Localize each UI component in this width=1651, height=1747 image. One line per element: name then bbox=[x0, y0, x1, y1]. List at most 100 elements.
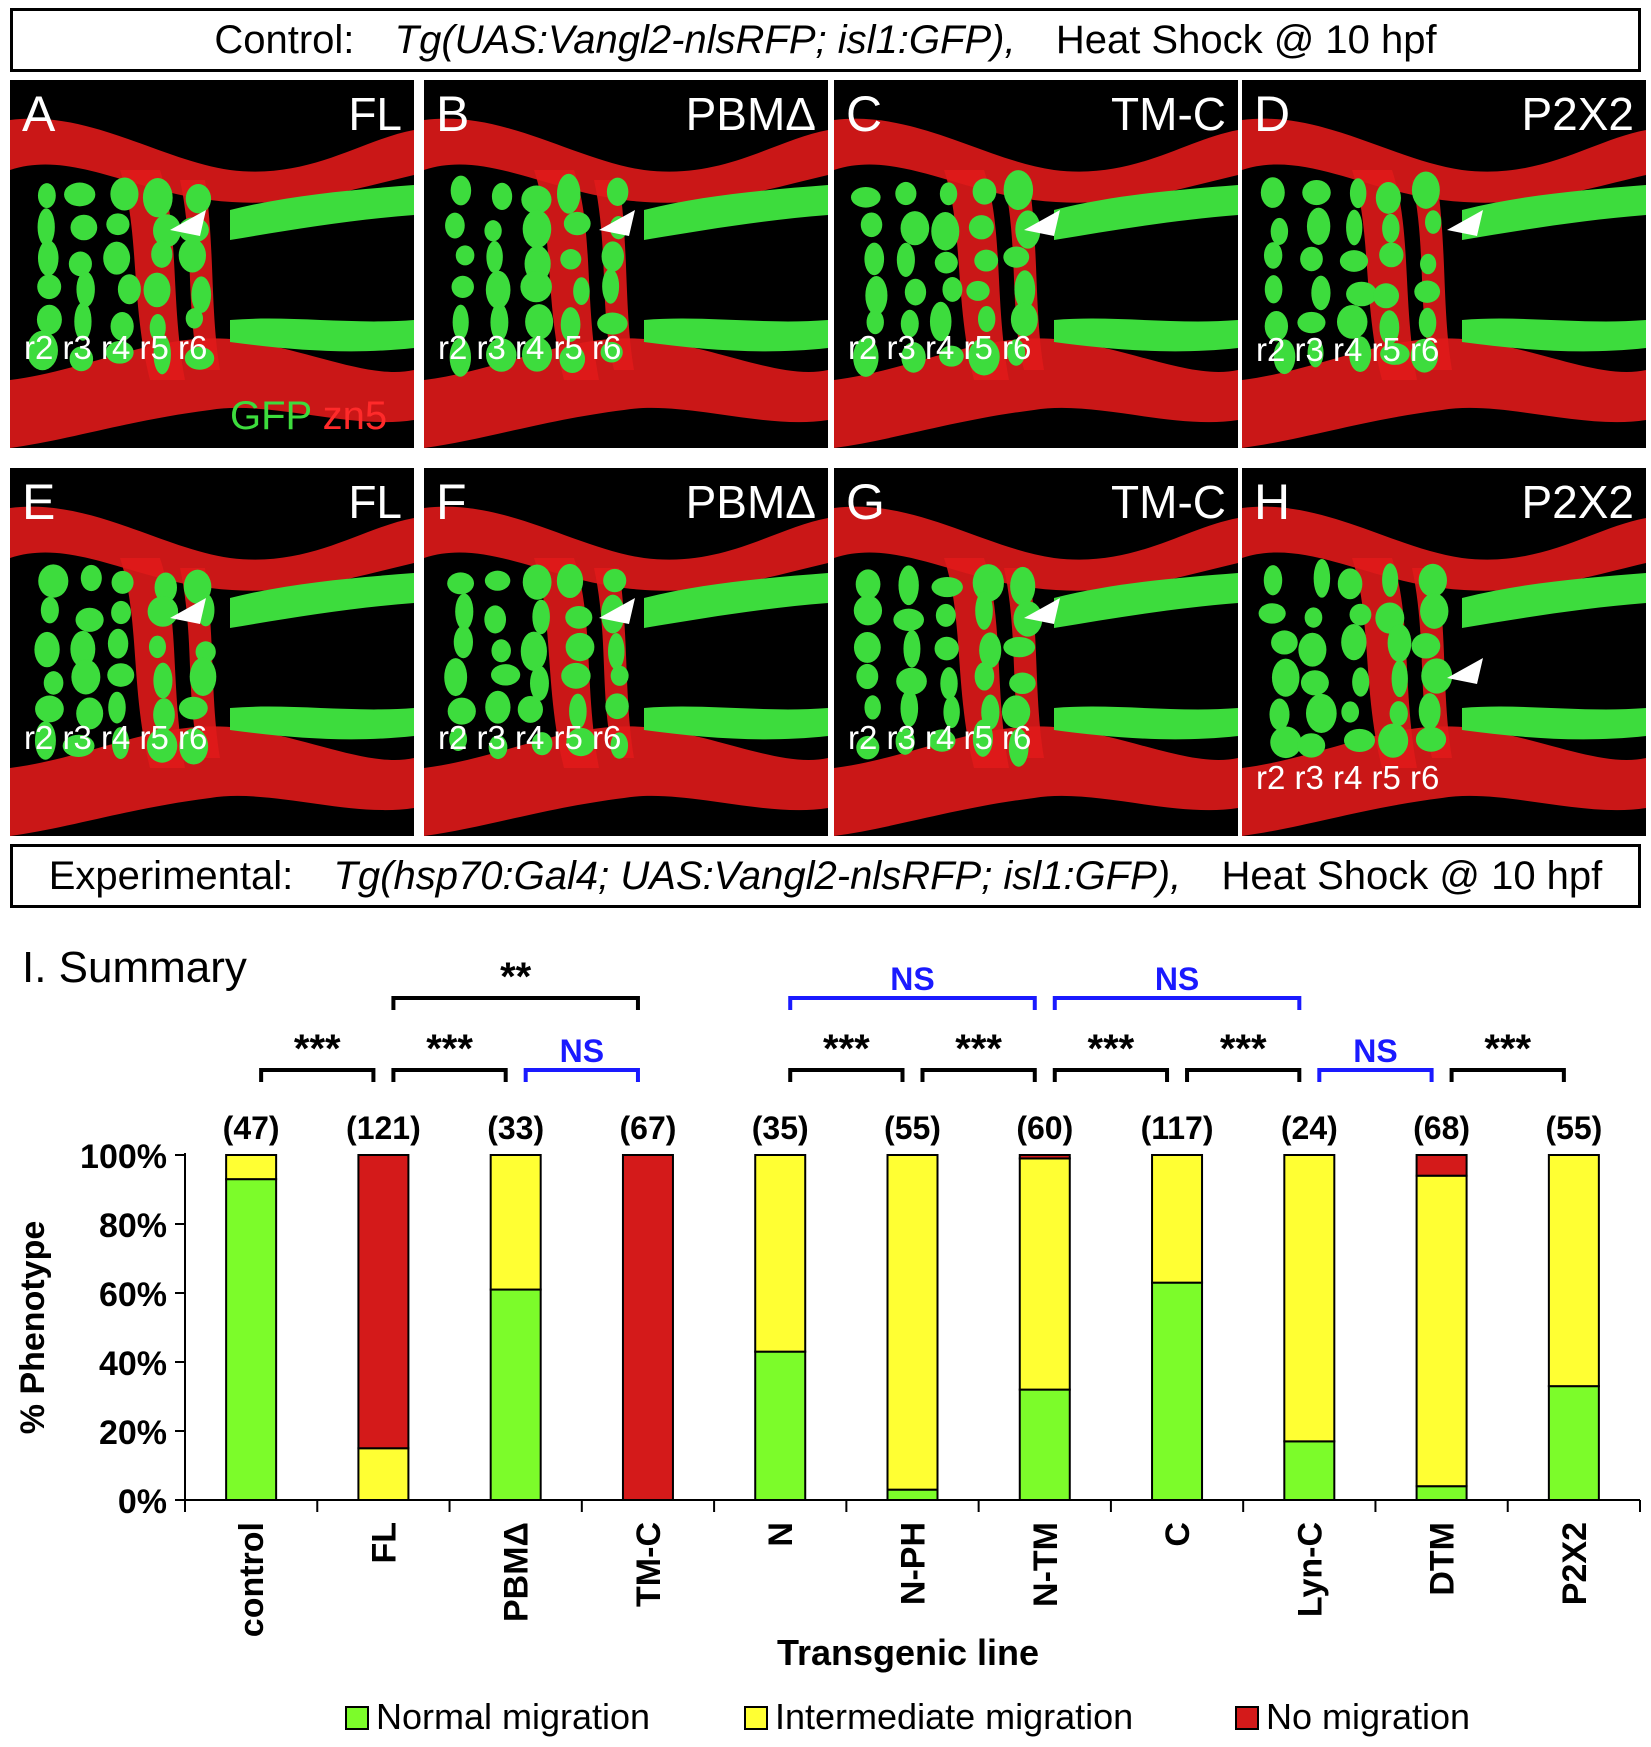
hindbrain-tissue-image bbox=[424, 118, 828, 448]
legend-swatch-none bbox=[1235, 1706, 1259, 1730]
migration-arrowhead-icon bbox=[1447, 210, 1483, 236]
panel-construct-label: FL bbox=[348, 476, 402, 528]
chart-title: I. Summary bbox=[22, 943, 247, 992]
hindbrain-tissue-image bbox=[834, 118, 1238, 448]
migration-arrowhead-icon bbox=[1024, 210, 1060, 236]
hindbrain-tissue-image bbox=[1242, 118, 1646, 448]
bar-segment-none bbox=[1018, 1154, 1071, 1160]
y-tick-label: 40% bbox=[99, 1345, 167, 1383]
hindbrain-tissue-image bbox=[10, 118, 414, 448]
bar-segment-normal bbox=[1018, 1388, 1071, 1502]
significance-bracket bbox=[1449, 1068, 1566, 1082]
bar-segment-none bbox=[621, 1154, 674, 1501]
bar-segment-intermediate bbox=[225, 1154, 278, 1181]
significance-label: NS bbox=[560, 1033, 604, 1069]
legend-label: Normal migration bbox=[376, 1696, 650, 1737]
micrograph-panel-b: B PBMΔ r2 r3 r4 r5 r6 bbox=[424, 80, 828, 448]
micrograph-panel-d: D P2X2 r2 r3 r4 r5 r6 bbox=[1242, 80, 1646, 448]
legend-swatch-normal bbox=[345, 1706, 369, 1730]
panel-letter: C bbox=[846, 86, 883, 142]
bar-segment-intermediate bbox=[1283, 1154, 1336, 1443]
micrograph-panel-h: H P2X2 r2 r3 r4 r5 r6 bbox=[1242, 468, 1646, 836]
significance-label: *** bbox=[1484, 1027, 1531, 1071]
rhombomere-labels: r2 r3 r4 r5 r6 bbox=[24, 329, 208, 366]
panel-letter: H bbox=[1254, 474, 1291, 530]
bar-segment-normal bbox=[1283, 1440, 1336, 1502]
significance-bracket bbox=[788, 996, 1037, 1010]
y-tick-label: 100% bbox=[80, 1138, 167, 1176]
panel-construct-label: FL bbox=[348, 88, 402, 140]
significance-label: *** bbox=[955, 1027, 1002, 1071]
sample-count-label: (68) bbox=[1413, 1110, 1470, 1146]
y-tick-label: 20% bbox=[99, 1414, 167, 1452]
sample-count-label: (55) bbox=[1545, 1110, 1602, 1146]
bar-segment-intermediate bbox=[357, 1447, 410, 1501]
significance-bracket bbox=[391, 996, 640, 1010]
panel-construct-label: P2X2 bbox=[1521, 88, 1634, 140]
significance-bracket bbox=[788, 1068, 905, 1082]
sample-count-label: (47) bbox=[223, 1110, 280, 1146]
bar-segment-normal bbox=[1547, 1385, 1600, 1501]
panel-letter: F bbox=[436, 474, 467, 530]
micrograph-panel-g: G TM-C r2 r3 r4 r5 r6 bbox=[834, 468, 1238, 836]
y-tick-label: 80% bbox=[99, 1207, 167, 1245]
sample-count-label: (24) bbox=[1281, 1110, 1338, 1146]
x-category-label: DTM bbox=[1424, 1522, 1462, 1596]
y-tick-label: 0% bbox=[118, 1483, 167, 1521]
sample-count-label: (117) bbox=[1141, 1110, 1214, 1146]
summary-stacked-bar-chart: I. Summary 0% 20% 40% 60% 80% 100% % Phenotype (… bbox=[14, 943, 1641, 1737]
control-genotype: Tg(UAS:Vangl2-nlsRFP; isl1:GFP), bbox=[394, 18, 1016, 62]
hindbrain-tissue-image bbox=[834, 506, 1238, 836]
x-category-label: PBMΔ bbox=[498, 1522, 536, 1622]
bar-segment-intermediate bbox=[489, 1154, 542, 1291]
significance-bracket bbox=[1052, 1068, 1170, 1082]
experimental-genotype-banner: Experimental: Tg(hsp70:Gal4; UAS:Vangl2-… bbox=[10, 844, 1641, 908]
control-genotype-banner: Control: Tg(UAS:Vangl2-nlsRFP; isl1:GFP)… bbox=[10, 8, 1641, 72]
x-category-label: TM-C bbox=[630, 1522, 668, 1607]
hindbrain-tissue-image bbox=[1242, 506, 1646, 836]
bar-segment-normal bbox=[1151, 1281, 1204, 1501]
sample-count-label: (55) bbox=[884, 1110, 941, 1146]
rhombomere-labels: r2 r3 r4 r5 r6 bbox=[1256, 331, 1440, 368]
micrograph-panel-c: C TM-C r2 r3 r4 r5 r6 bbox=[834, 80, 1238, 448]
migration-arrowhead-icon bbox=[1447, 658, 1483, 684]
x-category-label: Lyn-C bbox=[1291, 1522, 1329, 1617]
sample-count-label: (35) bbox=[752, 1110, 809, 1146]
significance-label: *** bbox=[426, 1027, 473, 1071]
rhombomere-labels: r2 r3 r4 r5 r6 bbox=[848, 719, 1032, 756]
x-category-label: N bbox=[762, 1522, 800, 1547]
bar-segment-normal bbox=[489, 1288, 542, 1501]
micrograph-panel-a: A FL r2 r3 r4 r5 r6 GFP zn5 bbox=[10, 80, 414, 448]
significance-label: ** bbox=[500, 955, 532, 999]
sample-count-label: (121) bbox=[346, 1110, 421, 1146]
panel-construct-label: PBMΔ bbox=[685, 476, 816, 528]
sample-count-label: (33) bbox=[487, 1110, 544, 1146]
significance-bracket bbox=[391, 1068, 508, 1082]
bar-segment-intermediate bbox=[1151, 1154, 1204, 1284]
x-category-label: control bbox=[233, 1522, 271, 1637]
x-category-label: FL bbox=[365, 1522, 403, 1564]
panel-construct-label: TM-C bbox=[1111, 88, 1226, 140]
rhombomere-labels: r2 r3 r4 r5 r6 bbox=[438, 329, 622, 366]
x-category-label: N-TM bbox=[1027, 1522, 1065, 1607]
x-category-label: C bbox=[1159, 1522, 1197, 1547]
legend-label: Intermediate migration bbox=[775, 1696, 1133, 1737]
migration-arrowhead-icon bbox=[1024, 598, 1060, 624]
stain-legend: GFP zn5 bbox=[230, 394, 387, 438]
experimental-genotype: Tg(hsp70:Gal4; UAS:Vangl2-nlsRFP; isl1:G… bbox=[333, 854, 1182, 898]
panel-construct-label: TM-C bbox=[1111, 476, 1226, 528]
significance-label: *** bbox=[1220, 1027, 1267, 1071]
micrograph-panel-f: F PBMΔ r2 r3 r4 r5 r6 bbox=[424, 468, 828, 836]
significance-bracket bbox=[920, 1068, 1037, 1082]
bar-segment-normal bbox=[225, 1178, 278, 1501]
panel-letter: G bbox=[846, 474, 885, 530]
control-treatment: Heat Shock @ 10 hpf bbox=[1055, 18, 1437, 62]
hindbrain-tissue-image bbox=[10, 506, 414, 836]
panel-letter: A bbox=[22, 86, 56, 142]
rhombomere-labels: r2 r3 r4 r5 r6 bbox=[848, 329, 1032, 366]
bar-segment-intermediate bbox=[754, 1154, 807, 1353]
migration-arrowhead-icon bbox=[599, 210, 635, 236]
significance-label: *** bbox=[294, 1027, 341, 1071]
x-category-label: N-PH bbox=[895, 1522, 933, 1605]
rhombomere-labels: r2 r3 r4 r5 r6 bbox=[24, 719, 208, 756]
